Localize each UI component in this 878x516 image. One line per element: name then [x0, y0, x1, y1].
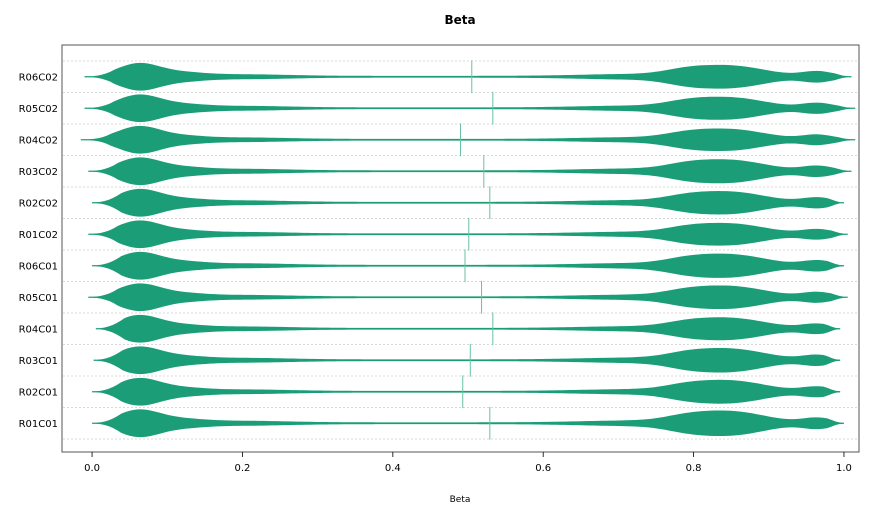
violin-R01C02: [88, 220, 848, 249]
violin-layer: [80, 62, 856, 438]
y-category-label: R02C01: [19, 387, 58, 398]
plot-frame: [61, 44, 860, 453]
y-category-label: R05C02: [19, 104, 58, 115]
y-category-label: R05C01: [19, 293, 58, 304]
violin-R04C01: [95, 314, 841, 343]
x-tick-label: 0.4: [385, 463, 401, 474]
y-category-label: R01C02: [19, 230, 58, 241]
x-tick-label: 1.0: [836, 463, 852, 474]
violin-R05C01: [88, 283, 848, 312]
violin-R03C01: [93, 346, 841, 375]
violin-R04C02: [80, 125, 856, 154]
chart-title: Beta: [444, 13, 475, 27]
x-tick-label: 0.2: [234, 463, 250, 474]
median-layer: [460, 60, 494, 440]
y-category-label: R03C02: [19, 167, 58, 178]
violin-R01C01: [92, 409, 844, 438]
violin-R05C02: [84, 94, 856, 123]
grid-layer: [63, 60, 858, 440]
y-category-label: R04C02: [19, 135, 58, 146]
y-axis-categories: R06C02 R05C02 R04C02 R03C02 R02C02 R01C02 R06C…: [19, 72, 58, 430]
y-category-label: R04C01: [19, 324, 58, 335]
x-tick-label: 0.6: [535, 463, 551, 474]
y-category-label: R06C02: [19, 72, 58, 83]
y-category-label: R03C01: [19, 356, 58, 367]
y-category-label: R01C01: [19, 419, 58, 430]
violin-R03C02: [88, 157, 852, 186]
x-tick-label: 0.8: [686, 463, 702, 474]
violin-R02C01: [92, 377, 841, 406]
y-category-label: R02C02: [19, 198, 58, 209]
violin-R06C02: [84, 62, 852, 91]
violin-R02C02: [92, 188, 844, 217]
x-axis-ticks: 0.0 0.2 0.4 0.6 0.8 1.0: [84, 452, 852, 474]
y-category-label: R06C01: [19, 261, 58, 272]
x-axis-label: Beta: [450, 495, 471, 505]
violin-R06C01: [92, 251, 844, 280]
x-tick-label: 0.0: [84, 463, 100, 474]
